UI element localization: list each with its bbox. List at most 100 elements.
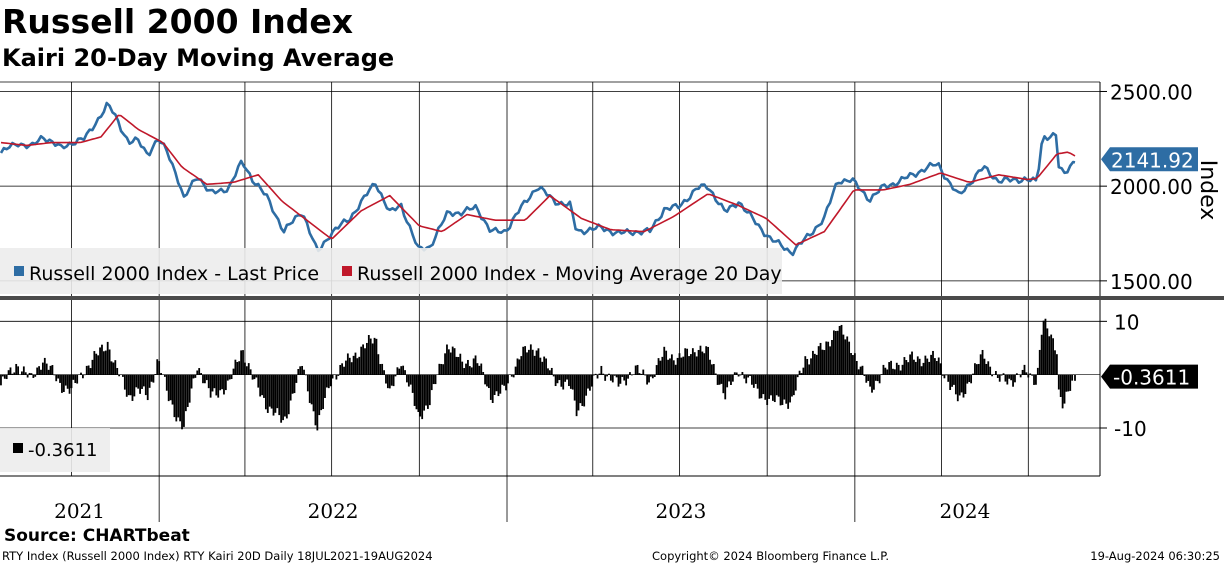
kairi-bar [585, 374, 588, 396]
kairi-bar [711, 364, 713, 375]
kairi-bar [583, 374, 586, 407]
kairi-bar [516, 358, 519, 375]
kairi-bar [892, 368, 894, 375]
kairi-bar [951, 374, 953, 387]
kairi-bar [998, 374, 1001, 382]
kairi-bar [644, 374, 647, 376]
kairi-bar [141, 374, 143, 389]
kairi-bar [430, 374, 433, 391]
kairi-bar [507, 374, 509, 384]
kairi-bar [876, 374, 879, 382]
kairi-bar [465, 363, 467, 375]
kairi-bar [693, 352, 696, 375]
kairi-bar [17, 366, 20, 375]
kairi-bar [392, 374, 395, 387]
kairi-bar [913, 359, 915, 375]
kairi-bar [1061, 374, 1064, 409]
kairi-bar [413, 374, 416, 406]
kairi-bar [104, 350, 107, 375]
kairi-bar [150, 374, 153, 382]
kairi-bar [480, 363, 483, 375]
kairi-bar [911, 351, 913, 375]
kairi-bar [566, 374, 568, 380]
kairi-bar [966, 374, 969, 384]
kairi-bar [909, 354, 912, 375]
kairi-bar [379, 364, 382, 375]
kairi-bar [434, 374, 437, 385]
kairi-bar [846, 336, 849, 375]
kairi-bar [855, 360, 858, 375]
kairi-bar [592, 374, 595, 376]
kairi-bar [674, 364, 677, 375]
kairi-bar [665, 350, 668, 375]
kairi-bar [505, 374, 507, 391]
kairi-bar [11, 373, 14, 375]
kairi-bar [36, 367, 39, 375]
kairi-bar [716, 374, 719, 385]
kairi-bar [1065, 374, 1068, 392]
kairi-bar [137, 374, 140, 389]
kairi-bar [987, 361, 990, 375]
kairi-bar [346, 353, 349, 375]
kairi-bar [699, 345, 702, 375]
kairi-bar [163, 374, 166, 377]
kairi-bar [670, 354, 673, 375]
kairi-bar [388, 374, 391, 389]
kairi-bar [356, 358, 359, 375]
kairi-bar [522, 346, 525, 375]
kairi-bar [1004, 374, 1007, 382]
kairi-bar [922, 362, 925, 375]
kairi-bar [617, 374, 620, 387]
kairi-bar [598, 373, 601, 375]
kairi-bar [695, 356, 698, 375]
kairi-bar [64, 374, 67, 386]
kairi-bar [831, 339, 833, 375]
kairi-bar [853, 353, 856, 375]
kairi-bar [634, 365, 637, 375]
kairi-bar [49, 365, 52, 375]
y-tick-label: 2000.00 [1110, 175, 1193, 199]
kairi-bar [785, 374, 788, 404]
kairi-bar [133, 374, 136, 397]
kairi-bar [383, 370, 385, 375]
kairi-bar [907, 362, 910, 375]
kairi-bar [89, 368, 92, 375]
kairi-bar [737, 374, 740, 377]
kairi-bar [251, 374, 254, 380]
kairi-bar [554, 374, 557, 387]
kairi-bar [766, 374, 769, 405]
timestamp: 19-Aug-2024 06:30:25 [1090, 549, 1220, 563]
kairi-bar [823, 350, 826, 375]
kairi-bar [143, 374, 145, 387]
kairi-bar [30, 373, 33, 375]
kairi-bar [650, 374, 652, 377]
kairi-bar [1048, 336, 1051, 375]
kairi-bar [718, 374, 721, 385]
kairi-bar [796, 374, 799, 378]
kairi-bar [905, 360, 908, 375]
kairi-bar [34, 374, 37, 377]
kairi-bar [186, 374, 189, 407]
kairi-bar [274, 374, 277, 413]
kairi-bar [914, 361, 917, 375]
kairi-bar [777, 374, 780, 397]
y-tick-label: 10 [1114, 310, 1139, 334]
kairi-bar [1050, 334, 1053, 375]
legend-swatch-kairi [13, 443, 23, 453]
kairi-bar [293, 374, 296, 394]
moving-average-line [0, 114, 1076, 246]
kairi-bar [297, 369, 300, 375]
kairi-bar [974, 363, 976, 375]
kairi-bar [758, 374, 761, 399]
kairi-bar [787, 374, 790, 409]
kairi-bar [779, 374, 782, 406]
kairi-bar [972, 373, 974, 375]
kairi-bar [810, 358, 812, 375]
kairi-bar [701, 351, 704, 375]
legend-label-price: Russell 2000 Index - Last Price [29, 263, 319, 285]
kairi-bar [989, 366, 992, 375]
kairi-bar [642, 369, 645, 375]
kairi-bar [341, 363, 344, 375]
kairi-bar [834, 330, 837, 375]
kairi-bar [636, 364, 639, 375]
